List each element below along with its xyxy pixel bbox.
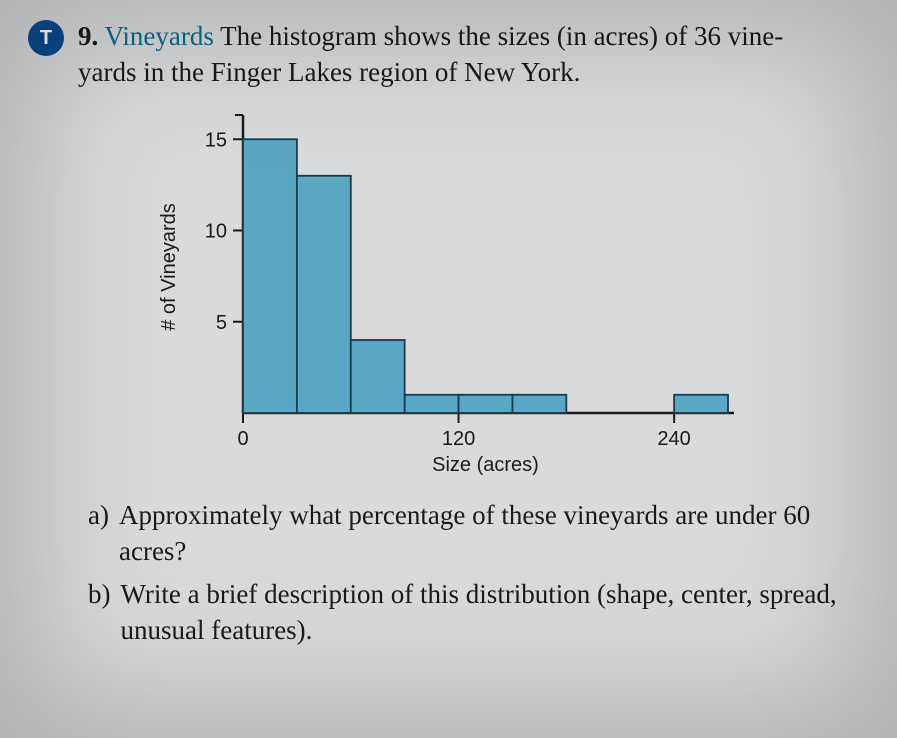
sub-questions: a) Approximately what percentage of thes…: [88, 497, 849, 649]
subq-a-label: a): [88, 497, 109, 570]
subquestion-b: b) Write a brief description of this dis…: [88, 576, 849, 649]
question-header: T 9. Vineyards The histogram shows the s…: [28, 18, 869, 91]
svg-text:Size (acres): Size (acres): [432, 454, 539, 476]
question-text: 9. Vineyards The histogram shows the siz…: [78, 18, 783, 91]
question-title: Vineyards: [105, 21, 214, 51]
svg-text:0: 0: [237, 428, 248, 450]
subquestion-a: a) Approximately what percentage of thes…: [88, 497, 849, 570]
subq-b-text: Write a brief description of this distri…: [121, 576, 850, 649]
question-body-line2: yards in the Finger Lakes region of New …: [78, 57, 580, 87]
question-body-line1: The histogram shows the sizes (in acres)…: [214, 21, 783, 51]
svg-text:10: 10: [205, 220, 227, 242]
histogram-chart: 5 10 15 0 120 240 Size (acres) # of Vineyards: [148, 103, 748, 483]
svg-text:# of Vineyards: # of Vineyards: [158, 203, 180, 331]
subq-a-text: Approximately what percentage of these v…: [119, 497, 849, 570]
subq-b-label: b): [88, 576, 111, 649]
svg-text:15: 15: [205, 129, 227, 151]
svg-text:5: 5: [216, 312, 227, 334]
t-badge: T: [28, 20, 64, 56]
question-number: 9.: [78, 21, 98, 51]
svg-text:120: 120: [442, 428, 475, 450]
svg-text:240: 240: [657, 428, 690, 450]
